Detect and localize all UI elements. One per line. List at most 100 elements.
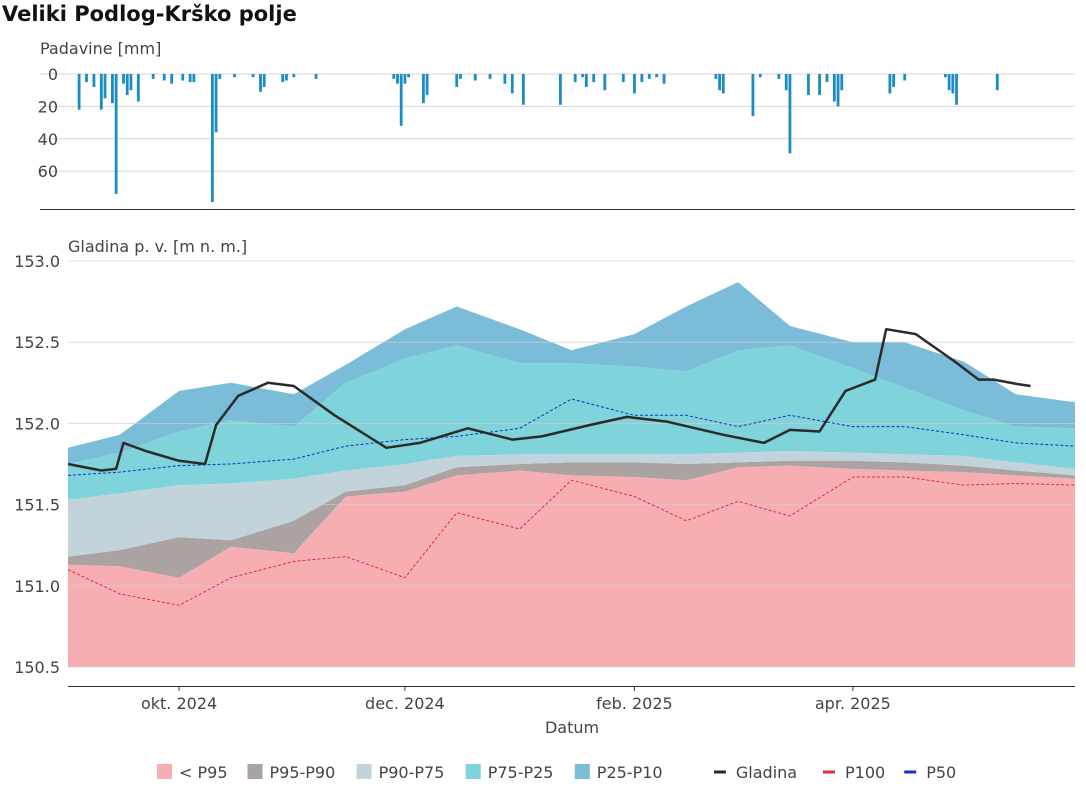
water-level-y-ticks: 150.5 151.0 151.5 152.0 152.5 153.0 [14,252,60,677]
y-tick-label: 152.0 [14,414,60,433]
band-p90-p75 [68,451,1075,557]
precipitation-panel: Padavine [mm] 0 20 40 60 [38,39,1075,210]
precipitation-bar [573,74,577,83]
precipitation-bar [285,74,288,81]
precipitation-bar [840,74,844,91]
precipitation-bar [399,74,403,126]
precipitation-bar [281,74,285,83]
precipitation-bar [584,74,588,87]
precipitation-bar [314,74,318,79]
water-level-axis-label: Gladina p. v. [m n. m.] [68,237,247,256]
band-p25-p10 [68,282,1075,464]
precipitation-bar [818,74,821,96]
precipitation-bar [425,74,429,96]
precipitation-bar [396,74,399,84]
precipitation-bar [647,74,651,79]
precipitation-bar [621,74,625,83]
legend-label: P50 [926,763,956,782]
precipitation-bar [292,74,296,78]
x-tick-label: dec. 2024 [365,694,445,713]
precipitation-bar [581,74,585,78]
x-axis-label: Datum [545,718,599,737]
legend-item: P100 [823,763,885,782]
x-tick-label: apr. 2025 [815,694,891,713]
precipitation-bar [129,74,133,91]
precipitation-bar [603,74,607,91]
precipitation-bar [655,74,659,78]
precipitation-bars [77,74,999,202]
precipitation-bar [592,74,596,83]
precipitation-bar [111,74,114,104]
legend-item: Gladina [713,763,797,782]
band-p95-p90 [68,460,1075,578]
precipitation-bar [721,74,725,94]
legend-label: P95-P90 [270,763,336,782]
precipitation-bar [947,74,951,91]
y-tick-label: 20 [38,97,58,116]
precipitation-bar [825,74,829,83]
legend-label: P90-P75 [379,763,445,782]
precipitation-bar [510,74,514,94]
legend-swatch [574,764,590,779]
precipitation-bar [903,74,907,81]
legend-label: P100 [845,763,885,782]
precipitation-bar [784,74,788,91]
precipitation-bar [122,74,125,84]
precipitation-bar [181,74,185,81]
precipitation-bar [125,74,129,96]
legend-item: P75-P25 [465,763,553,782]
precipitation-bar [777,74,781,79]
precipitation-bar [214,74,218,133]
precipitation-bar [714,74,718,79]
precipitation-bar [558,74,562,105]
legend-label: P25-P10 [597,763,663,782]
precipitation-bar [210,74,214,202]
precipitation-bar [633,74,636,94]
legend-swatch [157,764,172,779]
legend-label: < P95 [179,763,228,782]
precipitation-bar [103,74,107,99]
y-tick-label: 0 [48,65,58,84]
precipitation-bar [944,74,947,78]
legend-swatch [247,764,263,779]
precipitation-bar [473,74,477,81]
x-tick-label: okt. 2024 [141,694,217,713]
precipitation-bar [403,74,407,84]
x-tick-label: feb. 2025 [596,694,673,713]
precipitation-bar [77,74,81,110]
precipitation-axis-label: Padavine [mm] [40,39,161,58]
precipitation-bar [955,74,958,105]
y-tick-label: 151.0 [14,577,60,596]
precipitation-bar [233,74,236,78]
precipitation-bar [262,74,266,87]
y-tick-label: 60 [38,162,58,181]
legend-item: < P95 [157,763,228,782]
precipitation-bar [488,74,492,79]
precipitation-bar [758,74,762,78]
precipitation-bar [99,74,103,110]
water-level-panel: Gladina p. v. [m n. m.] 150.5 151.0 151.5 1… [14,237,1076,737]
precipitation-y-ticks: 0 20 40 60 [38,65,58,181]
y-tick-label: 150.5 [14,658,60,677]
precipitation-bar [951,74,955,94]
legend: < P95 P95-P90 P90-P75 P75-P25 P25-P10 Gladina… [157,763,956,782]
series-line-p100 [67,476,1076,606]
band-p75-p25 [68,345,1075,500]
precipitation-bar [136,74,140,102]
precipitation-bar [640,74,644,83]
y-tick-label: 40 [38,130,58,149]
precipitation-bar [151,74,155,79]
precipitation-bar [192,74,196,83]
precipitation-bar [503,74,507,84]
y-tick-label: 151.5 [14,496,60,515]
precipitation-bar [114,74,118,194]
precipitation-bar [392,74,396,79]
precipitation-bar [807,74,810,96]
precipitation-bar [162,74,166,81]
precipitation-bar [92,74,96,87]
date-x-ticks: okt. 2024 dec. 2024 feb. 2025 apr. 2025 [141,687,891,713]
y-tick-label: 153.0 [14,252,60,271]
legend-item: P90-P75 [356,763,445,782]
precipitation-bar [251,74,255,78]
